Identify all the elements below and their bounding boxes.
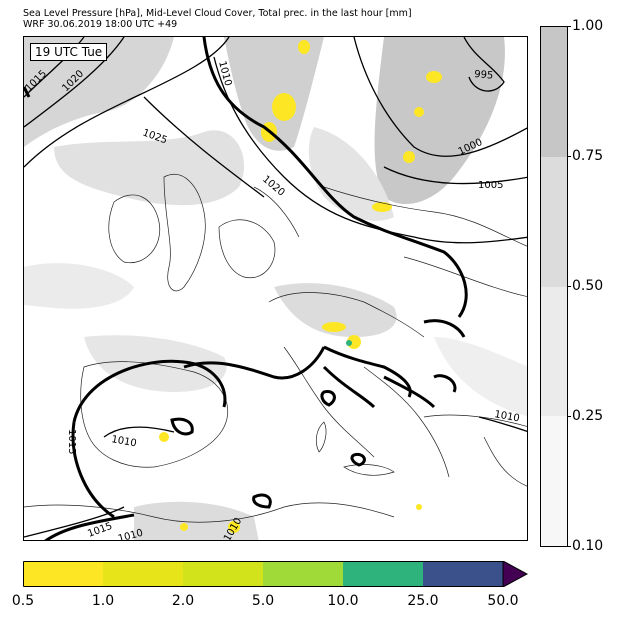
precip-tick-label: 10.0 xyxy=(327,593,359,609)
svg-text:1010: 1010 xyxy=(493,409,520,424)
precip-color-segment xyxy=(263,561,343,587)
svg-text:1020: 1020 xyxy=(260,174,287,199)
precipitation-colorbar xyxy=(23,561,528,587)
precip-color-segment xyxy=(183,561,263,587)
cloud-seg-4 xyxy=(541,416,567,546)
coastlines xyxy=(24,174,527,523)
cloud-tick-label: 0.10 xyxy=(572,538,604,554)
cloud-tick-label: 0.75 xyxy=(572,148,604,164)
forecast-time-badge: 19 UTC Tue xyxy=(30,43,108,61)
run-info: WRF 30.06.2019 18:00 UTC +49 xyxy=(23,19,178,30)
cloud-tick-label: 1.00 xyxy=(572,18,604,34)
precip-tick-label: 50.0 xyxy=(487,593,519,609)
cloud-tick xyxy=(567,416,571,417)
cloud-tick-label: 0.50 xyxy=(572,278,604,294)
cloud-seg-1 xyxy=(541,27,567,157)
svg-text:1010: 1010 xyxy=(110,434,137,449)
precip-tick-label: 2.0 xyxy=(171,593,195,609)
cloud-tick xyxy=(567,156,571,157)
precip-tick-label: 0.5 xyxy=(11,593,35,609)
cloud-seg-3 xyxy=(541,286,567,417)
cloud-tick xyxy=(567,546,571,547)
precip-tick-label: 1.0 xyxy=(91,593,115,609)
cloud-cover-colorbar xyxy=(540,26,568,547)
svg-text:1005: 1005 xyxy=(478,180,503,191)
precip-color-segment xyxy=(103,561,183,587)
precip-color-segment xyxy=(423,561,503,587)
isobars xyxy=(24,37,527,538)
cloud-cover-areas xyxy=(24,37,527,540)
cloud-tick-label: 0.25 xyxy=(572,408,604,424)
precip-color-segment xyxy=(343,561,423,587)
cloud-seg-2 xyxy=(541,156,567,287)
cloud-tick xyxy=(567,286,571,287)
heavy-precip-spot xyxy=(346,340,352,346)
isobars-bold xyxy=(24,37,468,540)
svg-text:1015: 1015 xyxy=(66,429,77,454)
weather-map: 1015 1020 1010 1025 1020 995 1000 1005 1… xyxy=(23,36,528,541)
precip-tick-label: 25.0 xyxy=(407,593,439,609)
svg-text:1010: 1010 xyxy=(117,528,144,541)
precip-bar-outline xyxy=(23,561,503,587)
precip-overflow-arrow xyxy=(502,561,528,587)
map-title: Sea Level Pressure [hPa], Mid-Level Clou… xyxy=(23,8,412,19)
precip-tick-label: 5.0 xyxy=(251,593,275,609)
svg-text:995: 995 xyxy=(474,69,494,82)
cloud-tick xyxy=(567,26,571,27)
precip-color-segment xyxy=(23,561,103,587)
